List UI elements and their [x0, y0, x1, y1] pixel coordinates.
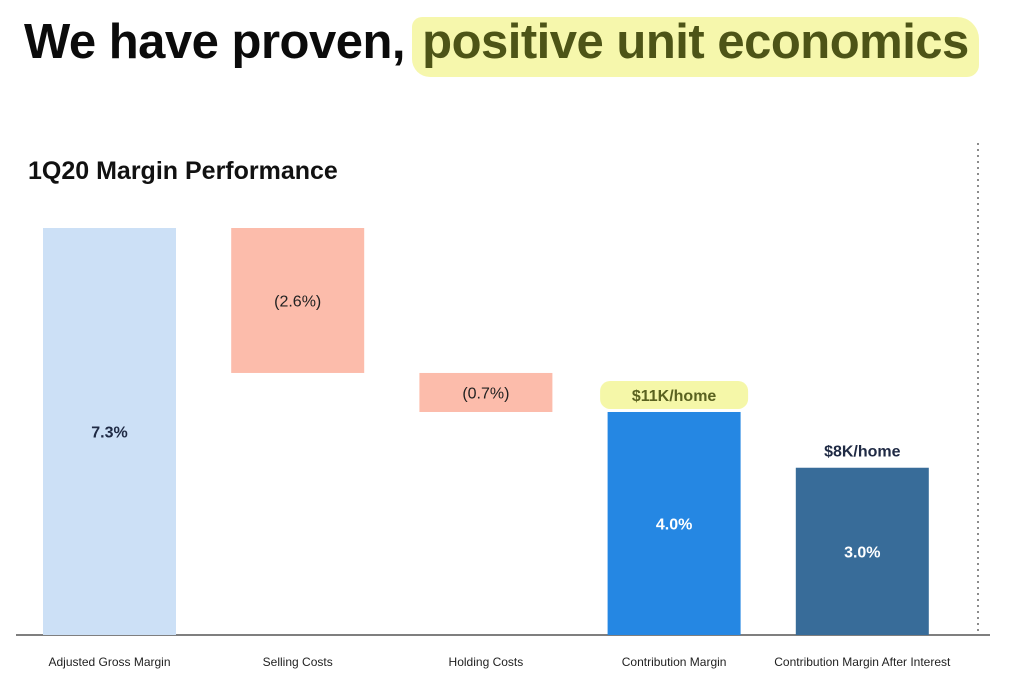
bars-group	[43, 228, 929, 635]
bar-contribution-margin-after-interest	[795, 467, 929, 635]
chart-title: 1Q20 Margin Performance	[28, 157, 338, 185]
title-plain: We have proven,	[24, 15, 406, 69]
category-label-selling-costs: Selling Costs	[263, 655, 333, 669]
category-label-contribution-margin: Contribution Margin	[622, 655, 727, 669]
bar-selling-costs	[231, 228, 365, 373]
annotation-contribution-margin-after-interest: $8K/home	[824, 444, 901, 461]
labels-group: 7.3% Adjusted Gross Margin (2.6%) Selling C…	[48, 293, 951, 669]
bar-contribution-margin	[607, 411, 741, 635]
title-highlight: positive unit economics	[418, 15, 973, 69]
bar-holding-costs	[419, 372, 553, 412]
bar-adjusted-gross-margin	[43, 228, 176, 635]
title-highlight-text: positive unit economics	[422, 15, 969, 69]
category-label-contribution-margin-after-interest: Contribution Margin After Interest	[774, 655, 951, 669]
value-label-contribution-margin: 4.0%	[656, 516, 692, 533]
value-label-contribution-margin-after-interest: 3.0%	[844, 544, 880, 561]
value-label-holding-costs: (0.7%)	[462, 385, 509, 402]
annotation-contribution-margin: $11K/home	[632, 388, 717, 405]
value-label-selling-costs: (2.6%)	[274, 293, 321, 310]
category-label-adjusted-gross-margin: Adjusted Gross Margin	[48, 655, 170, 669]
page-title: We have proven, positive unit economics	[24, 14, 973, 70]
value-label-adjusted-gross-margin: 7.3%	[91, 425, 127, 442]
annotation-highlight-contribution-margin	[600, 380, 749, 409]
category-label-holding-costs: Holding Costs	[449, 655, 524, 669]
